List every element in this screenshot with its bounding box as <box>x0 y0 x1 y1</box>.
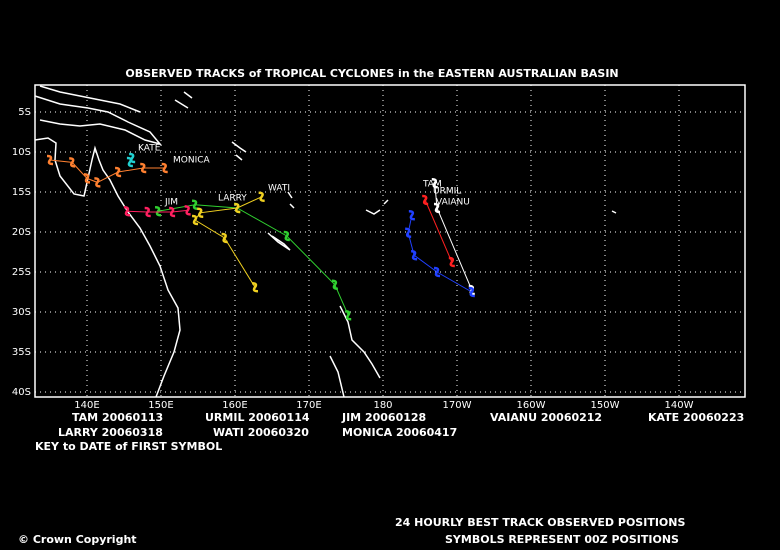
position-symbol <box>94 177 101 188</box>
storm-label: VAIANU <box>436 198 470 208</box>
cyclone-track <box>407 215 473 293</box>
lon-tick-label: 140W <box>665 400 694 411</box>
position-symbol <box>411 249 418 261</box>
position-symbol <box>129 152 136 164</box>
lon-tick-label: 160W <box>517 400 546 411</box>
lon-tick-label: 140E <box>74 400 99 411</box>
map-title: OBSERVED TRACKS of TROPICAL CYCLONES in … <box>125 67 618 80</box>
key-entry: MONICA 20060417 <box>342 426 457 439</box>
lat-tick-label: 10S <box>12 147 31 158</box>
lat-tick-label: 25S <box>12 267 31 278</box>
key-entry: LARRY 20060318 <box>58 426 163 439</box>
position-symbol <box>161 162 168 174</box>
lon-tick-label: 170W <box>443 400 472 411</box>
position-symbol <box>283 230 290 242</box>
lon-tick-label: 150W <box>591 400 620 411</box>
cyclone-track <box>424 199 453 263</box>
key-entry: VAIANU 20060212 <box>490 411 602 424</box>
position-symbol <box>144 206 151 218</box>
footer-line: 24 HOURLY BEST TRACK OBSERVED POSITIONS <box>395 516 685 529</box>
position-symbol <box>115 166 122 178</box>
copyright: © Crown Copyright <box>18 533 137 546</box>
coastlines <box>34 85 617 398</box>
storm-label: KATE <box>138 144 161 154</box>
position-symbol <box>251 281 259 293</box>
storm-label: WATI <box>268 184 290 194</box>
cyclone-track <box>49 159 165 183</box>
position-symbol <box>468 286 475 298</box>
position-symbol <box>184 205 191 216</box>
lat-tick-label: 30S <box>12 307 31 318</box>
storm-label: TAM <box>422 180 442 190</box>
position-symbol <box>140 162 147 174</box>
footer-line: SYMBOLS REPRESENT 00Z POSITIONS <box>445 533 679 546</box>
position-symbol <box>448 256 455 268</box>
lat-tick-label: 40S <box>12 387 31 398</box>
lat-tick-label: 15S <box>12 187 31 198</box>
lat-tick-label: 5S <box>18 107 31 118</box>
cyclone-track <box>126 209 188 213</box>
cyclone-track <box>157 204 349 316</box>
position-symbol <box>126 156 133 168</box>
lon-tick-label: 160E <box>222 400 247 411</box>
key-entry: WATI 20060320 <box>213 426 309 439</box>
position-symbol <box>69 157 76 168</box>
position-symbol <box>345 309 352 321</box>
position-symbol <box>258 191 265 203</box>
position-symbol <box>331 279 338 291</box>
position-symbol <box>46 154 54 166</box>
position-symbol <box>433 266 441 278</box>
lon-tick-label: 150E <box>148 400 173 411</box>
key-entry: URMIL 20060114 <box>205 411 310 424</box>
position-symbol <box>169 206 176 218</box>
position-symbol <box>154 205 162 217</box>
key-entry: TAM 20060113 <box>72 411 163 424</box>
cyclone-track <box>194 196 262 288</box>
storm-label: JIM <box>164 198 178 208</box>
key-entry: JIM 20060128 <box>341 411 426 424</box>
position-symbol <box>405 227 412 239</box>
position-symbol <box>422 194 429 206</box>
storm-label: LARRY <box>218 194 247 204</box>
position-symbol <box>234 202 241 214</box>
position-symbol <box>191 214 199 226</box>
position-symbol <box>123 205 131 217</box>
position-symbol <box>433 202 441 214</box>
lat-tick-label: 35S <box>12 347 31 358</box>
lat-tick-label: 20S <box>12 227 31 238</box>
position-symbol <box>197 207 204 219</box>
position-symbol <box>83 173 91 184</box>
position-symbol <box>408 209 415 221</box>
position-symbol <box>221 232 228 244</box>
lon-tick-label: 180 <box>373 400 392 411</box>
map-frame <box>34 84 746 398</box>
lon-tick-label: 170E <box>296 400 321 411</box>
storm-label: URMIL <box>433 187 461 197</box>
position-symbol <box>431 177 438 189</box>
storm-label: MONICA <box>173 156 211 166</box>
key-entry: KATE 20060223 <box>648 411 744 424</box>
position-symbol <box>191 199 199 211</box>
key-note: KEY to DATE of FIRST SYMBOL <box>35 440 222 453</box>
